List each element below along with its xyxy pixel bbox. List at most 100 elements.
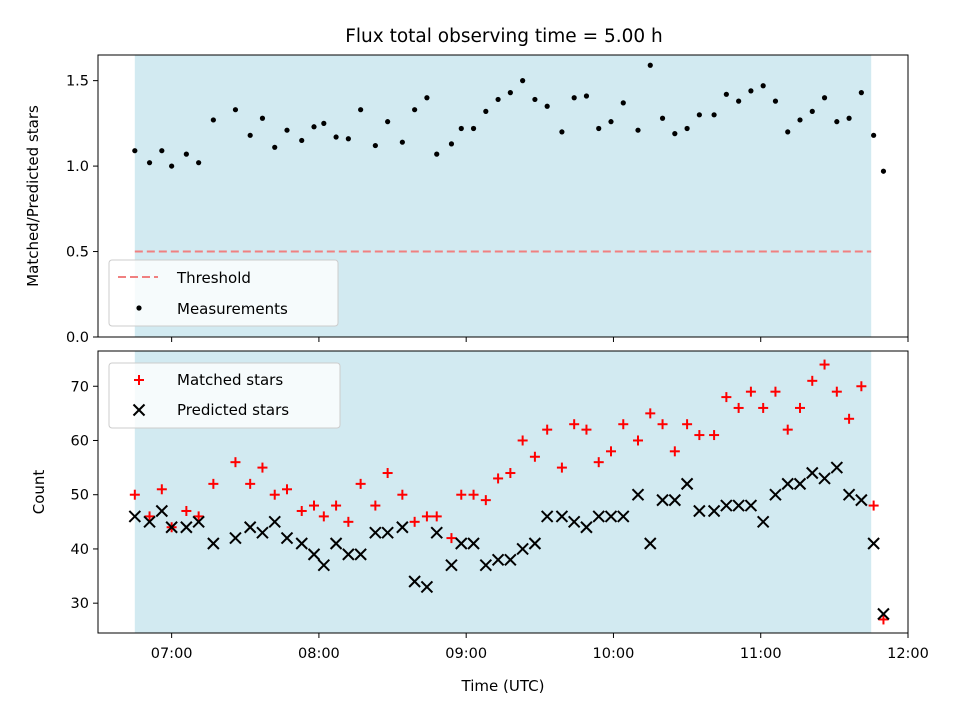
predicted-star-point: [479, 559, 493, 572]
measurement-point: [635, 127, 641, 133]
predicted-star-point: [842, 488, 856, 501]
matched-star-point: [694, 430, 705, 441]
counts-panel: 30 40 50 60 70 07:00 08:00 09:00 10:00 11:00 12:0…: [30, 350, 929, 695]
predicted-star-point: [793, 477, 807, 491]
matched-star-point: [819, 359, 830, 370]
matched-star-point: [144, 511, 155, 522]
measurement-point: [672, 131, 678, 137]
y-tick-label: 0.5: [66, 245, 89, 261]
matched-star-point: [856, 381, 867, 392]
measurement-point: [311, 124, 317, 130]
matched-star-point: [682, 419, 693, 430]
predicted-star-point: [818, 472, 831, 485]
measurement-point: [659, 115, 666, 121]
measurement-point: [858, 90, 864, 96]
counts-y-axis-label: Count: [30, 470, 48, 515]
ratio-y-axis-label: Matched/Predicted stars: [24, 105, 42, 287]
matched-star-point: [208, 478, 219, 489]
x-marker-b: [830, 461, 844, 474]
x-marker-b: [420, 580, 434, 594]
measurement-point: [159, 148, 165, 154]
matched-star-point: [230, 457, 241, 468]
x-marker-b: [307, 548, 321, 561]
predicted-star-point: [192, 515, 205, 529]
y-tick-label: 0.0: [66, 330, 89, 346]
measurement-point: [345, 136, 351, 142]
counts-legend: Matched stars Predicted stars: [108, 362, 341, 429]
x-axis-label: Time (UTC): [461, 677, 545, 695]
counts-legend-box: [108, 362, 341, 429]
matched-star-point: [493, 473, 504, 484]
predicted-star-point: [207, 537, 220, 550]
predicted-star-point: [229, 531, 242, 545]
ratio-axes-frame: [97, 54, 909, 338]
x-marker-b: [656, 493, 669, 507]
measurement-point: [785, 129, 791, 135]
measurement-point: [299, 137, 305, 144]
x-marker-b: [317, 559, 331, 572]
legend-matched-label: Matched stars: [177, 371, 283, 389]
matched-star-point: [193, 511, 204, 522]
predicted-star-point: [769, 488, 782, 501]
matched-star-point: [868, 500, 879, 511]
predicted-star-point: [877, 607, 890, 621]
measurement-point: [424, 95, 430, 101]
matched-star-point: [245, 478, 256, 489]
x-marker-b: [720, 499, 733, 512]
x-marker-b: [855, 493, 868, 507]
y-tick-label: 1.0: [66, 159, 89, 175]
x-marker-b: [877, 607, 890, 621]
x-marker-b: [268, 515, 281, 529]
measurement-point: [321, 120, 327, 126]
predicted-star-point: [504, 553, 517, 566]
x-marker-b: [369, 526, 382, 539]
matched-star-point: [446, 533, 457, 544]
matched-star-point: [505, 468, 516, 479]
x-marker-b: [793, 477, 807, 491]
ratio-legend-box: [108, 259, 339, 327]
predicted-star-point: [744, 499, 758, 512]
predicted-star-point: [693, 504, 706, 518]
measurement-point: [596, 125, 602, 132]
measurement-point: [470, 125, 477, 132]
ratio-y-ticks: 0.0 0.5 1.0 1.5: [66, 74, 98, 346]
legend-matched-swatch: [134, 375, 144, 385]
legend-predicted-label: Predicted stars: [177, 401, 289, 419]
counts-y-ticks: 30 40 50 60 70: [71, 379, 98, 612]
measurement-point: [608, 119, 614, 125]
predicted-star-point: [467, 537, 480, 550]
counts-axes-frame: [97, 350, 909, 634]
legend-x-marker: [132, 403, 146, 417]
predicted-star-point: [317, 559, 331, 572]
x-marker-b: [580, 521, 593, 534]
matched-star-point: [517, 435, 528, 446]
x-marker-b: [207, 537, 220, 550]
ratio-legend: Threshold Measurements: [108, 259, 339, 327]
x-marker-b: [280, 531, 294, 545]
x-marker-b: [806, 466, 819, 480]
x-marker-b: [555, 510, 569, 523]
predicted-star-point: [720, 499, 733, 512]
matched-star-point: [343, 516, 354, 527]
measurement-point: [448, 141, 455, 147]
matched-star-point: [721, 392, 732, 403]
measurement-point: [358, 107, 364, 113]
measurement-point: [834, 119, 840, 125]
measurement-point: [483, 108, 489, 114]
measurement-point: [169, 163, 175, 169]
measurement-point: [146, 160, 153, 166]
x-marker-b: [504, 553, 517, 566]
y-tick-label: 40: [71, 542, 89, 558]
predicted-star-point: [128, 510, 142, 523]
predicted-star-point: [420, 580, 434, 594]
x-tick-label: 12:00: [887, 646, 929, 662]
x-marker-b: [644, 537, 657, 550]
measurement-point: [532, 96, 538, 103]
x-marker-b: [243, 521, 257, 534]
predicted-star-point: [369, 526, 382, 539]
x-marker-b: [192, 515, 205, 529]
matched-star-point: [569, 419, 580, 430]
x-marker-b: [818, 472, 831, 485]
matched-star-point: [657, 419, 668, 430]
x-marker-b: [256, 526, 269, 539]
